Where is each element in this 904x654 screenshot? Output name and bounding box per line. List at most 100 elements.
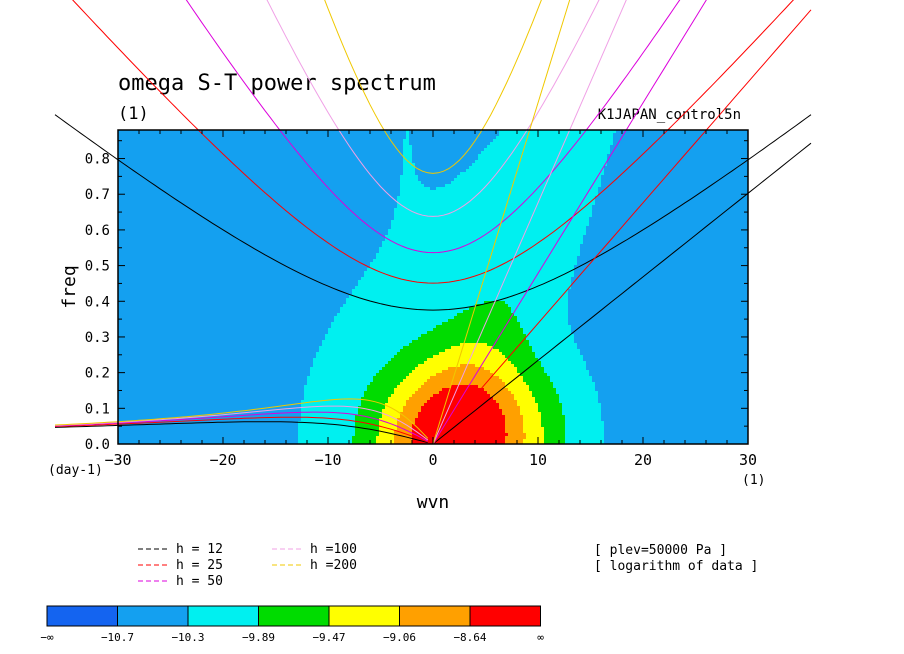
field-cell <box>217 190 221 194</box>
field-cell <box>706 142 710 146</box>
field-cell <box>580 184 584 188</box>
field-cell <box>574 193 578 197</box>
field-cell <box>541 139 545 143</box>
field-cell <box>310 142 314 146</box>
field-cell <box>559 199 563 203</box>
field-cell <box>403 139 407 143</box>
field-cell <box>283 151 287 155</box>
field-cell <box>544 166 548 170</box>
field-cell <box>418 193 422 197</box>
field-cell <box>283 139 287 143</box>
field-cell <box>616 154 620 158</box>
field-cell <box>316 166 320 170</box>
field-cell <box>469 157 473 161</box>
field-cell <box>607 178 611 182</box>
field-cell <box>739 175 743 179</box>
field-cell <box>454 169 458 173</box>
field-cell <box>511 172 515 176</box>
field-cell <box>307 175 311 179</box>
field-cell <box>214 136 218 140</box>
field-cell <box>541 148 545 152</box>
field-cell <box>448 187 452 191</box>
field-cell <box>499 190 503 194</box>
field-cell <box>283 142 287 146</box>
field-cell <box>355 196 359 200</box>
field-cell <box>364 196 368 200</box>
field-cell <box>523 169 527 173</box>
field-cell <box>214 190 218 194</box>
field-cell <box>628 175 632 179</box>
field-cell <box>640 145 644 149</box>
field-cell <box>295 136 299 140</box>
field-cell <box>406 193 410 197</box>
field-cell <box>133 199 137 203</box>
field-cell <box>244 181 248 185</box>
field-cell <box>466 142 470 146</box>
field-cell <box>388 145 392 149</box>
field-cell <box>253 187 257 191</box>
field-cell <box>349 136 353 140</box>
field-cell <box>337 160 341 164</box>
field-cell <box>352 133 356 137</box>
field-cell <box>124 154 128 158</box>
field-cell <box>673 172 677 176</box>
field-cell <box>334 175 338 179</box>
field-cell <box>667 142 671 146</box>
field-cell <box>457 172 461 176</box>
field-cell <box>331 166 335 170</box>
field-cell <box>418 187 422 191</box>
field-cell <box>703 175 707 179</box>
field-cell <box>478 181 482 185</box>
field-cell <box>250 136 254 140</box>
field-cell <box>259 145 263 149</box>
field-cell <box>718 145 722 149</box>
field-cell <box>334 133 338 137</box>
field-cell <box>259 184 263 188</box>
field-cell <box>703 193 707 197</box>
field-cell <box>151 190 155 194</box>
field-cell <box>313 190 317 194</box>
field-cell <box>412 199 416 203</box>
field-cell <box>280 148 284 152</box>
field-cell <box>607 172 611 176</box>
field-cell <box>727 163 731 167</box>
field-cell <box>241 199 245 203</box>
field-cell <box>175 142 179 146</box>
field-cell <box>163 184 167 188</box>
field-cell <box>193 166 197 170</box>
field-cell <box>232 196 236 200</box>
field-cell <box>538 163 542 167</box>
field-cell <box>337 145 341 149</box>
field-cell <box>517 190 521 194</box>
field-cell <box>535 184 539 188</box>
field-cell <box>184 148 188 152</box>
field-cell <box>514 166 518 170</box>
field-cell <box>160 166 164 170</box>
field-cell <box>301 181 305 185</box>
field-cell <box>346 166 350 170</box>
field-cell <box>172 136 176 140</box>
field-cell <box>244 145 248 149</box>
field-cell <box>598 148 602 152</box>
field-cell <box>613 187 617 191</box>
field-cell <box>343 148 347 152</box>
field-cell <box>139 148 143 152</box>
field-cell <box>166 163 170 167</box>
field-cell <box>250 151 254 155</box>
field-cell <box>130 193 134 197</box>
field-cell <box>514 187 518 191</box>
field-cell <box>286 172 290 176</box>
field-cell <box>496 163 500 167</box>
field-cell <box>310 184 314 188</box>
field-cell <box>736 154 740 158</box>
field-cell <box>427 166 431 170</box>
field-cell <box>241 190 245 194</box>
field-cell <box>361 133 365 137</box>
field-cell <box>499 160 503 164</box>
field-cell <box>499 187 503 191</box>
field-cell <box>298 160 302 164</box>
field-cell <box>685 157 689 161</box>
field-cell <box>400 190 404 194</box>
field-cell <box>283 181 287 185</box>
field-cell <box>718 151 722 155</box>
